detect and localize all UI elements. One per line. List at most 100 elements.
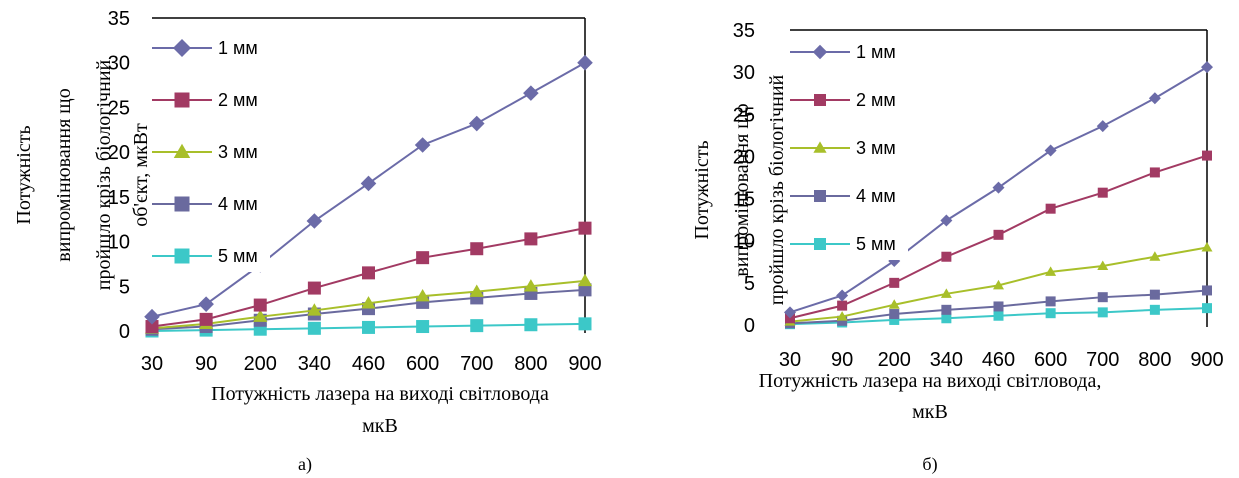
data-point [1096, 120, 1109, 133]
data-point [253, 298, 267, 312]
legend-label: 3 мм [856, 138, 896, 158]
data-point [470, 319, 484, 333]
data-point [941, 251, 952, 262]
data-point [993, 310, 1004, 321]
data-point [1149, 167, 1160, 178]
data-point [307, 281, 321, 295]
data-point [837, 315, 848, 326]
data-point [889, 277, 900, 288]
x-tick-label: 460 [982, 349, 1015, 371]
data-point [889, 309, 900, 320]
data-point [1202, 285, 1212, 296]
x-tick-label: 800 [514, 353, 547, 375]
legend-label: 5 мм [856, 234, 896, 254]
data-point [941, 313, 952, 324]
data-point [1097, 260, 1109, 270]
x-axis-title: мкВ [912, 401, 948, 423]
y-tick-label: 25 [733, 104, 755, 126]
y-tick-label: 0 [119, 321, 130, 343]
data-point [888, 299, 900, 309]
legend-label: 4 мм [856, 186, 896, 206]
series-1-мм [144, 54, 593, 325]
data-point [814, 190, 826, 202]
y-tick-label: 20 [733, 146, 755, 168]
data-point [836, 311, 848, 321]
series-2-мм [145, 221, 592, 334]
y-tick-label: 10 [733, 231, 755, 253]
x-axis-title: Потужність лазера на виході світловода [211, 383, 549, 405]
x-tick-label: 200 [878, 349, 911, 371]
data-point [360, 175, 377, 192]
legend-label: 4 мм [218, 194, 258, 214]
y-tick-label: 5 [119, 276, 130, 298]
legend-label: 2 мм [856, 90, 896, 110]
data-point [813, 141, 827, 153]
data-point [468, 115, 485, 132]
data-point [993, 279, 1004, 290]
x-tick-label: 200 [244, 353, 277, 375]
series-1-мм [784, 61, 1213, 319]
data-point [306, 213, 323, 229]
series-3-мм [144, 273, 593, 334]
data-point [1045, 266, 1057, 276]
x-tick-label: 600 [1034, 349, 1067, 371]
data-point [993, 229, 1004, 240]
y-axis-title: випромінювання що [53, 88, 75, 261]
chart-2: 0 5 10 15 20 25 30 35 30 90 200 340 460 600 700 800 900 П… [691, 20, 1224, 475]
y-tick-label: 30 [108, 53, 130, 75]
y-tick-label: 10 [108, 232, 130, 254]
data-point [1201, 61, 1213, 74]
data-point [523, 85, 539, 101]
data-point [1045, 296, 1056, 307]
data-point [470, 242, 484, 256]
x-tick-label: 800 [1138, 349, 1171, 371]
data-point [1097, 187, 1108, 198]
data-point [362, 320, 375, 334]
x-tick-label: 900 [568, 353, 601, 375]
data-point [1202, 303, 1212, 314]
data-point [889, 314, 900, 325]
y-tick-label: 20 [108, 142, 130, 164]
data-point [174, 92, 190, 108]
data-point [1149, 304, 1160, 315]
data-point [416, 251, 430, 265]
data-point [577, 54, 593, 71]
data-point [361, 296, 376, 309]
data-point [416, 320, 430, 334]
y-axis-title: пройшло крізь біологічний [766, 74, 788, 305]
figure-caption: а) [298, 454, 312, 475]
data-point [174, 248, 190, 264]
y-axis-title: Потужність [13, 125, 35, 224]
legend-label: 1 мм [856, 42, 896, 62]
legend-label: 5 мм [218, 246, 258, 266]
y-axis-title: Потужність [691, 140, 713, 239]
legend-label: 1 мм [218, 38, 258, 58]
x-tick-label: 900 [1190, 349, 1223, 371]
data-point [812, 44, 828, 60]
data-point [992, 181, 1005, 194]
x-tick-label: 700 [1086, 349, 1119, 371]
y-tick-label: 35 [108, 8, 130, 30]
data-point [1202, 150, 1212, 161]
data-point [578, 221, 592, 235]
y-tick-label: 35 [733, 20, 755, 42]
data-point [784, 306, 796, 319]
data-point [173, 143, 191, 158]
data-point [837, 300, 848, 311]
data-point [941, 304, 952, 315]
y-tick-label: 15 [733, 189, 755, 211]
data-point [1097, 292, 1108, 303]
data-point [362, 266, 375, 280]
data-point [174, 196, 190, 212]
data-point [198, 296, 214, 312]
figure-caption: б) [922, 454, 937, 475]
data-point [199, 312, 213, 326]
data-point [1201, 241, 1213, 252]
x-tick-label: 460 [352, 353, 385, 375]
data-point [814, 238, 826, 250]
data-point [578, 283, 592, 297]
data-point [1045, 308, 1056, 319]
y-tick-label: 5 [744, 273, 755, 295]
y-tick-label: 0 [744, 315, 755, 337]
y-tick-label: 15 [108, 187, 130, 209]
